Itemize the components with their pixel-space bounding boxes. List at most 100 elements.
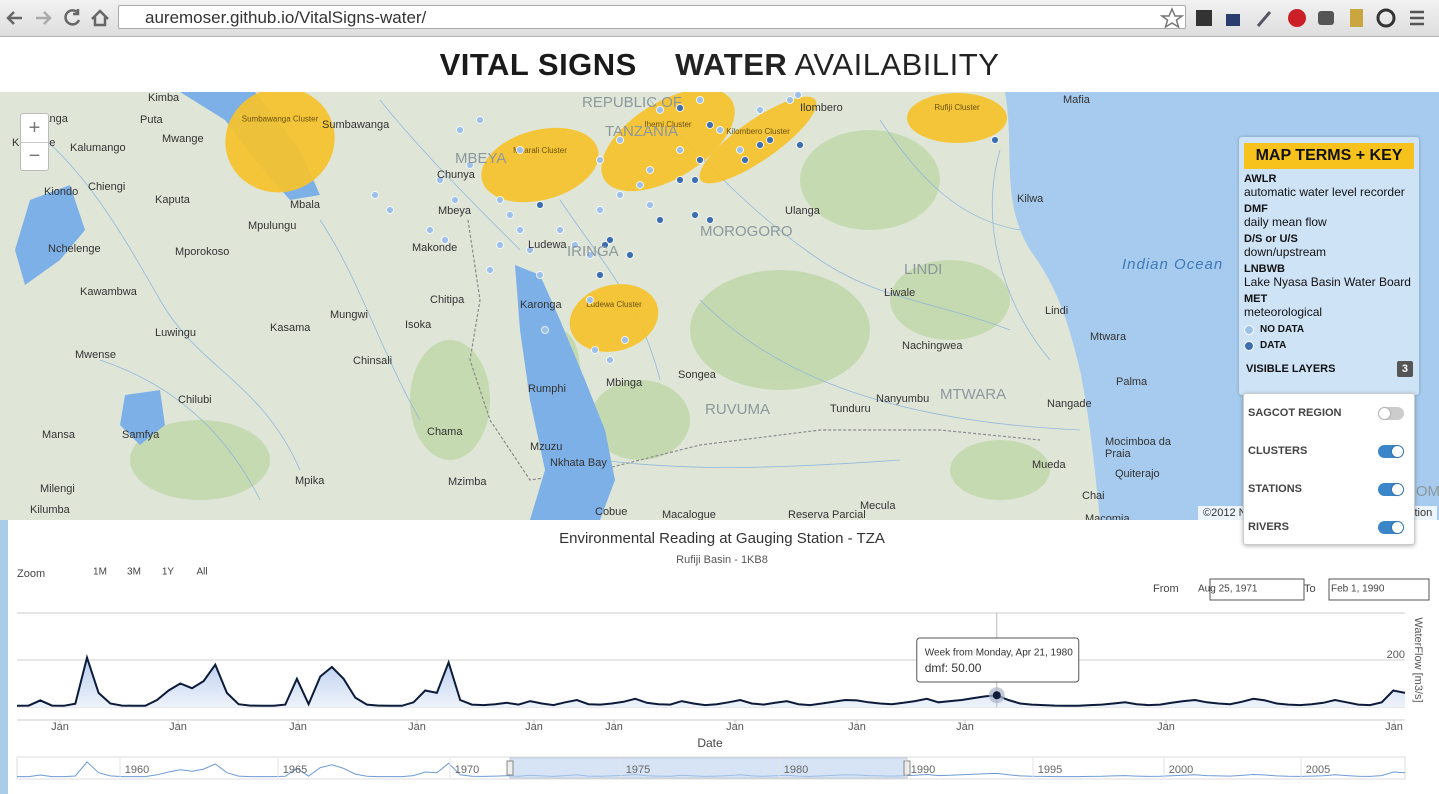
back-button[interactable] xyxy=(6,11,22,25)
zoom-in[interactable]: + xyxy=(21,114,48,143)
place-label: Mzimba xyxy=(448,476,487,488)
extension-icon[interactable] xyxy=(1350,9,1363,27)
address-bar[interactable]: auremoser.github.io/VitalSigns-water/ xyxy=(118,5,1186,29)
y-tick-label: 200 xyxy=(1387,649,1405,661)
extension-icon[interactable] xyxy=(1226,14,1240,26)
navigator-handle[interactable] xyxy=(903,760,911,776)
station-no-data xyxy=(426,226,434,234)
place-label: Kilumba xyxy=(30,504,71,516)
visible-layers[interactable]: VISIBLE LAYERS 3 xyxy=(1246,361,1413,377)
station-no-data xyxy=(486,266,494,274)
area xyxy=(17,657,1405,707)
place-label: Chitipa xyxy=(430,294,465,306)
reload-button[interactable] xyxy=(64,9,81,26)
extension-icon[interactable] xyxy=(1376,8,1396,28)
place-label: Makonde xyxy=(412,242,457,254)
place-label: Kiondo xyxy=(44,186,78,198)
menu-button[interactable] xyxy=(1410,10,1424,26)
place-label: Chiengi xyxy=(88,181,125,193)
term: DMF xyxy=(1244,203,1268,215)
layer-row: STATIONS xyxy=(1244,470,1414,508)
extension-icon[interactable] xyxy=(1288,9,1306,27)
place-label: Kasama xyxy=(270,322,311,334)
from-input[interactable] xyxy=(1209,578,1305,601)
place-label: Chilubi xyxy=(178,394,212,406)
from-value: Aug 25, 1971 xyxy=(1198,584,1258,595)
place-label: Songea xyxy=(678,369,717,381)
zoom-out[interactable]: − xyxy=(28,145,41,167)
navigator-label: 1980 xyxy=(784,764,808,776)
station-data xyxy=(676,104,684,112)
term: MET xyxy=(1244,293,1268,305)
place-label: Rumphi xyxy=(528,383,566,395)
place-label: Mwange xyxy=(162,133,204,145)
station-data xyxy=(691,211,699,219)
region-label: TANZANIA xyxy=(605,123,678,140)
zoom-button[interactable]: 1M xyxy=(93,567,107,578)
station-no-data xyxy=(476,116,484,124)
to-input[interactable] xyxy=(1328,578,1430,601)
station-data xyxy=(741,156,749,164)
station-no-data xyxy=(556,226,564,234)
place-label: Mueda xyxy=(1032,459,1067,471)
region-label: REPUBLIC OF xyxy=(582,94,682,111)
place-label: Kimba xyxy=(148,92,180,104)
toggle-knob xyxy=(1392,445,1403,457)
place-label: Mporokoso xyxy=(175,246,229,258)
layer-row: CLUSTERS xyxy=(1244,432,1414,470)
toggle-knob xyxy=(1379,407,1390,419)
layer-toggle[interactable] xyxy=(1378,406,1404,420)
forward-button[interactable] xyxy=(36,11,52,25)
station-data xyxy=(796,141,804,149)
zoom-label: Zoom xyxy=(17,568,45,580)
bookmark-star[interactable] xyxy=(1160,7,1185,29)
station-no-data xyxy=(466,161,474,169)
station-data xyxy=(991,136,999,144)
place-label: Chinsali xyxy=(353,355,392,367)
x-tick-label: Jan xyxy=(289,721,307,733)
station-data xyxy=(766,136,774,144)
extension-icon[interactable] xyxy=(1256,11,1272,27)
tooltip-title: Week from Monday, Apr 21, 1980 xyxy=(925,648,1073,659)
map[interactable]: Sumbawanga Cluster Mbarali Cluster Ihemi C… xyxy=(0,92,1439,520)
zoom-button[interactable]: 3M xyxy=(127,567,141,578)
place-label: Ulanga xyxy=(785,205,821,217)
cluster-label: Kilombero Cluster xyxy=(726,127,790,136)
zoom-button[interactable]: 1Y xyxy=(162,567,175,578)
map-labels: KimbaMupangaPutaMwangeSumbawangaKalembeK… xyxy=(12,92,1439,520)
station-no-data xyxy=(794,92,802,99)
term-definition: down/upstream xyxy=(1244,245,1327,259)
region-label: MOROGORO xyxy=(700,223,793,240)
x-tick-label: Jan xyxy=(169,721,187,733)
legend-title: MAP TERMS + KEY xyxy=(1244,143,1414,169)
key: NO DATA DATA xyxy=(1239,324,1419,351)
terms: AWLR automatic water level recorder DMF dai… xyxy=(1239,173,1419,319)
layer-toggle[interactable] xyxy=(1378,520,1404,534)
layer-toggle[interactable] xyxy=(1378,444,1404,458)
layer-name: CLUSTERS xyxy=(1248,445,1308,457)
y-axis-title: WaterFlow [m3/s] xyxy=(1412,617,1424,702)
station-no-data xyxy=(571,241,579,249)
station-no-data xyxy=(526,246,534,254)
place-label: Mansa xyxy=(42,429,76,441)
station-no-data xyxy=(636,181,644,189)
station-no-data xyxy=(786,96,794,104)
extension-icon[interactable] xyxy=(1196,10,1212,26)
place-label: Ludewa xyxy=(528,239,567,251)
zoom-button[interactable]: All xyxy=(196,567,207,578)
cluster xyxy=(907,93,1007,143)
station-no-data xyxy=(436,176,444,184)
station-data xyxy=(656,216,664,224)
station-data xyxy=(706,121,714,129)
place-label: Liwale xyxy=(884,287,915,299)
station-data xyxy=(706,216,714,224)
place-label: Chunya xyxy=(437,169,476,181)
layer-toggle[interactable] xyxy=(1378,482,1404,496)
place-label: Nkhata Bay xyxy=(550,457,607,469)
to-label: To xyxy=(1304,583,1316,595)
stations-layer xyxy=(371,92,999,364)
navigator-handle[interactable] xyxy=(506,760,514,776)
region-label: RUVUMA xyxy=(705,401,770,418)
extension-icon[interactable] xyxy=(1318,11,1334,25)
home-button[interactable] xyxy=(91,9,109,27)
